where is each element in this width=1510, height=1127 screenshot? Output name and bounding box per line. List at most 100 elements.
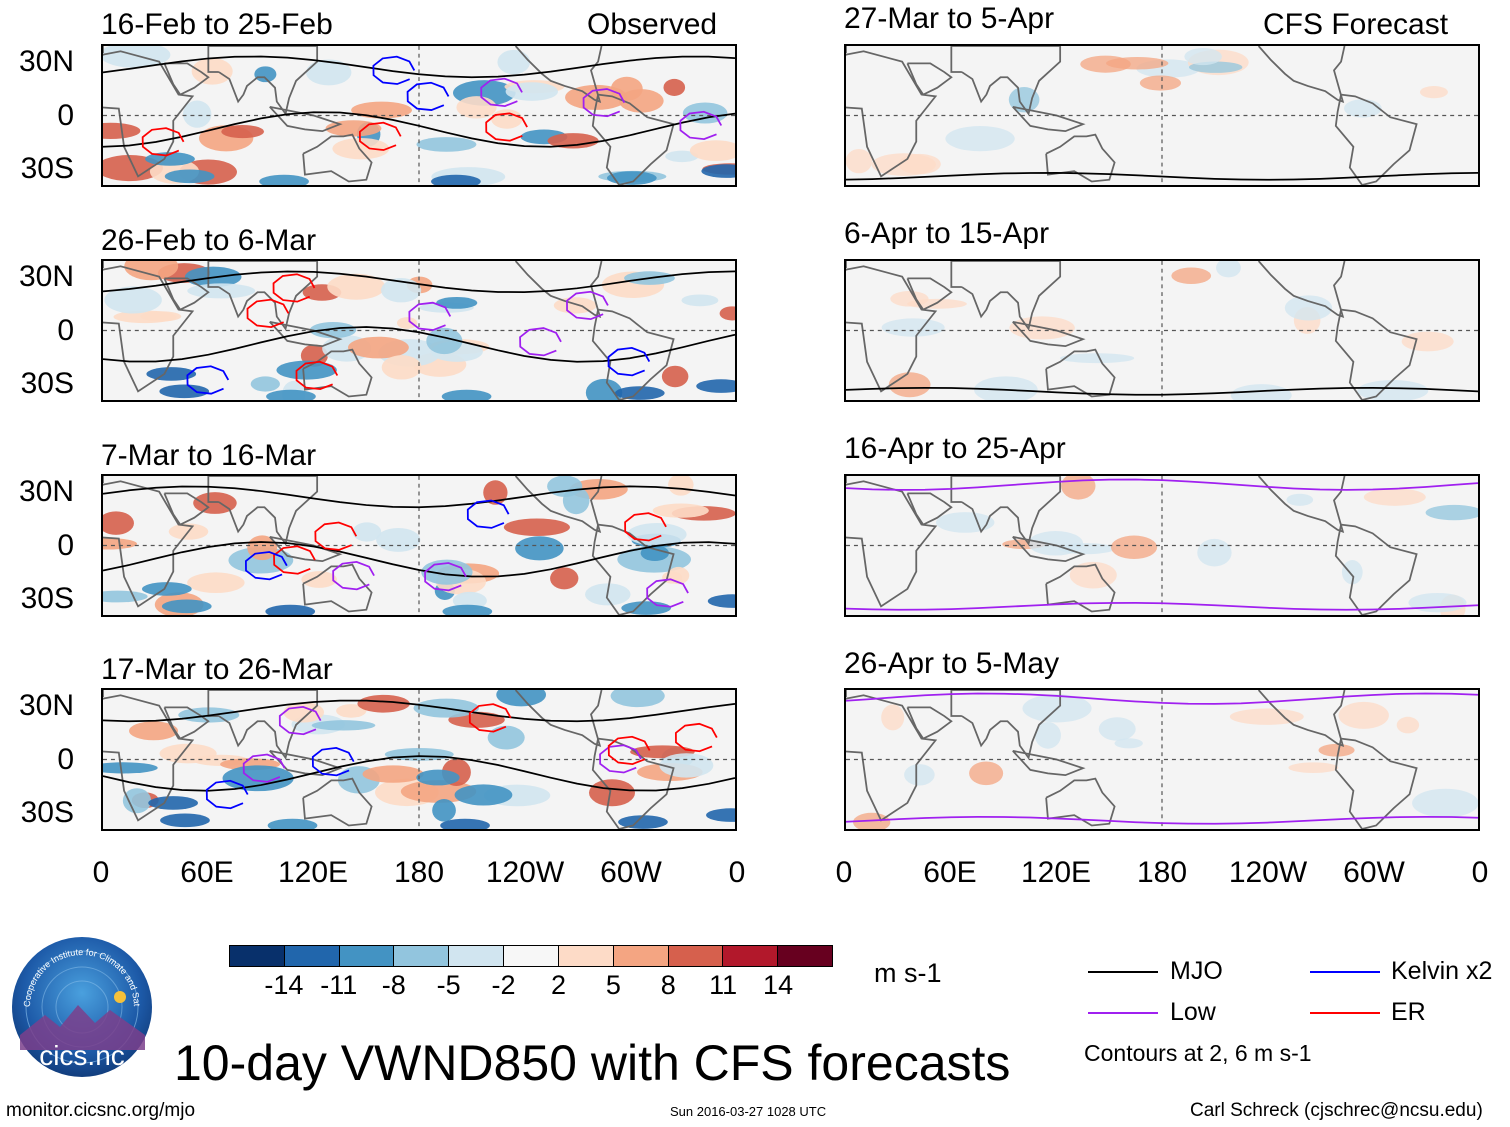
coastline: [207, 476, 319, 546]
mjo-contour: [103, 55, 735, 79]
map-panel-fc-3: [844, 474, 1480, 617]
x-tick-label: 120E: [1020, 856, 1092, 889]
wind-anomaly-patch: [187, 572, 245, 594]
wind-anomaly-patch: [103, 511, 134, 535]
map-svg: [846, 476, 1478, 615]
colorbar-swatch: [449, 946, 505, 966]
legend-kelvin-line: [1310, 971, 1380, 973]
coastline: [269, 749, 343, 777]
logo-text: cics.nc: [39, 1040, 125, 1071]
wind-anomaly-patch: [266, 389, 316, 400]
er-contour: [607, 735, 651, 765]
x-tick-label: 180: [1136, 856, 1188, 889]
wind-anomaly-patch: [347, 336, 409, 359]
map-panel-fc-4: [844, 688, 1480, 831]
wind-anomaly-patch: [663, 78, 686, 96]
coastline: [1045, 348, 1116, 398]
kelvin-contour: [406, 81, 450, 111]
wind-anomaly-patch: [640, 545, 670, 562]
wind-anomaly-patch: [104, 286, 162, 314]
coastline: [1334, 93, 1418, 185]
wind-anomaly-patch: [706, 808, 735, 822]
low-contour: [846, 478, 1478, 491]
panel-title-obs-2: 26-Feb to 6-Mar: [101, 224, 317, 257]
y-tick-label: 30N: [18, 44, 74, 78]
wind-anomaly-patch: [1284, 295, 1333, 321]
er-contour: [624, 512, 667, 542]
wind-anomaly-patch: [1288, 762, 1339, 773]
wind-anomaly-patch: [1286, 493, 1314, 506]
wind-anomaly-patch: [265, 604, 316, 615]
forecast-label: CFS Forecast: [1263, 8, 1449, 41]
wind-anomaly-patch: [696, 379, 735, 393]
wind-anomaly-patch: [1343, 99, 1382, 118]
low-contour: [480, 77, 523, 107]
x-tick-label: 120E: [277, 856, 349, 889]
map-svg: [103, 476, 735, 615]
wind-anomaly-patch: [259, 174, 309, 185]
wind-anomaly-patch: [505, 82, 558, 101]
coastline: [1012, 105, 1086, 133]
wind-anomaly-patch: [668, 476, 694, 496]
x-tick-label: 180: [393, 856, 445, 889]
wind-anomaly-patch: [1110, 535, 1158, 559]
x-tick-label: 60E: [923, 856, 977, 889]
coastline: [1012, 535, 1086, 563]
map-panel-obs-2: [101, 259, 737, 402]
mjo-contour: [103, 699, 735, 723]
wind-anomaly-patch: [145, 152, 195, 166]
x-tick-label: 0: [1471, 856, 1489, 889]
wind-anomaly-patch: [142, 582, 192, 596]
wind-anomaly-patch: [193, 492, 237, 514]
coastline: [163, 706, 210, 740]
wind-anomaly-patch: [416, 137, 477, 152]
coastline: [207, 46, 319, 116]
wind-anomaly-patch: [547, 133, 599, 149]
coastline: [269, 320, 343, 348]
colorbar-tick-label: -11: [320, 970, 358, 1000]
observed-label: Observed: [587, 8, 718, 41]
er-contour: [273, 545, 316, 575]
wind-anomaly-patch: [659, 753, 714, 778]
colorbar-tick-label: 14: [763, 970, 794, 1000]
wind-anomaly-patch: [103, 590, 148, 603]
coastline: [1012, 320, 1086, 348]
coastline: [950, 476, 1062, 546]
wind-anomaly-patch: [1396, 716, 1420, 734]
colorbar-swatch: [230, 946, 285, 966]
coastline: [1334, 523, 1418, 615]
wind-anomaly-patch: [969, 761, 1004, 786]
colorbar-swatch: [394, 946, 450, 966]
footer-url[interactable]: monitor.cicsnc.org/mjo: [6, 1100, 196, 1121]
mjo-contour: [103, 326, 735, 363]
wind-anomaly-patch: [283, 701, 325, 723]
map-svg: [103, 46, 735, 185]
wind-anomaly-patch: [1139, 75, 1182, 91]
coastline: [207, 690, 319, 760]
wind-anomaly-patch: [159, 743, 217, 764]
colorbar-tick-label: -8: [381, 970, 406, 1000]
mjo-contour: [846, 171, 1478, 181]
wind-anomaly-patch: [160, 813, 210, 828]
mjo-contour: [103, 541, 735, 578]
coastline: [1012, 749, 1086, 777]
wind-anomaly-patch: [311, 720, 376, 731]
contours-note: Contours at 2, 6 m s-1: [1084, 1040, 1312, 1066]
wind-anomaly-patch: [935, 512, 995, 533]
wind-anomaly-patch: [103, 762, 158, 774]
kelvin-contour: [205, 779, 249, 810]
map-panel-obs-3: [101, 474, 737, 617]
coastline: [906, 706, 953, 740]
coastline: [1045, 563, 1116, 613]
legend-mjo-line: [1088, 971, 1158, 973]
y-tick-label: 30N: [18, 688, 74, 722]
wind-anomaly-patch: [681, 294, 719, 307]
colorbar-tick-label: 5: [605, 970, 621, 1000]
wind-anomaly-patch: [665, 150, 699, 163]
coastline: [1045, 133, 1116, 183]
kelvin-contour: [186, 365, 230, 395]
x-tick-label: 0: [835, 856, 853, 889]
wind-anomaly-patch: [416, 769, 460, 786]
low-contour: [332, 561, 375, 591]
wind-anomaly-patch: [1216, 261, 1241, 278]
